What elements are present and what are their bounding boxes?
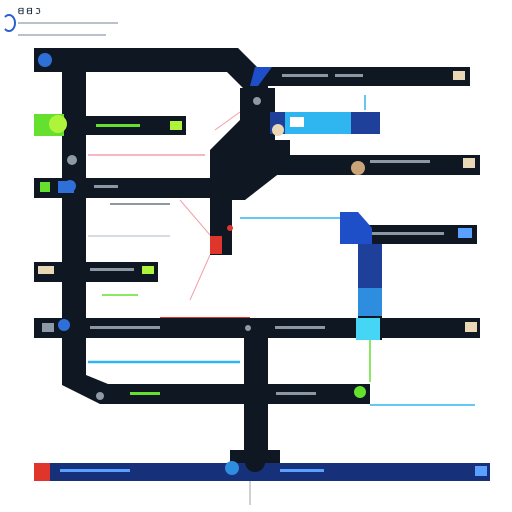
logo-icon: [2, 14, 16, 32]
track-network: [34, 48, 480, 480]
end-tags: [38, 71, 487, 476]
connector-lines: [88, 95, 475, 505]
page-title: ᗺ ᗺ ℑ: [18, 7, 41, 16]
accent-pieces: [34, 67, 490, 481]
subtitle-line-1: [18, 22, 118, 24]
subtitle-line-2: [18, 34, 106, 36]
label-placeholders: [60, 74, 444, 472]
node-badges: [38, 53, 366, 475]
